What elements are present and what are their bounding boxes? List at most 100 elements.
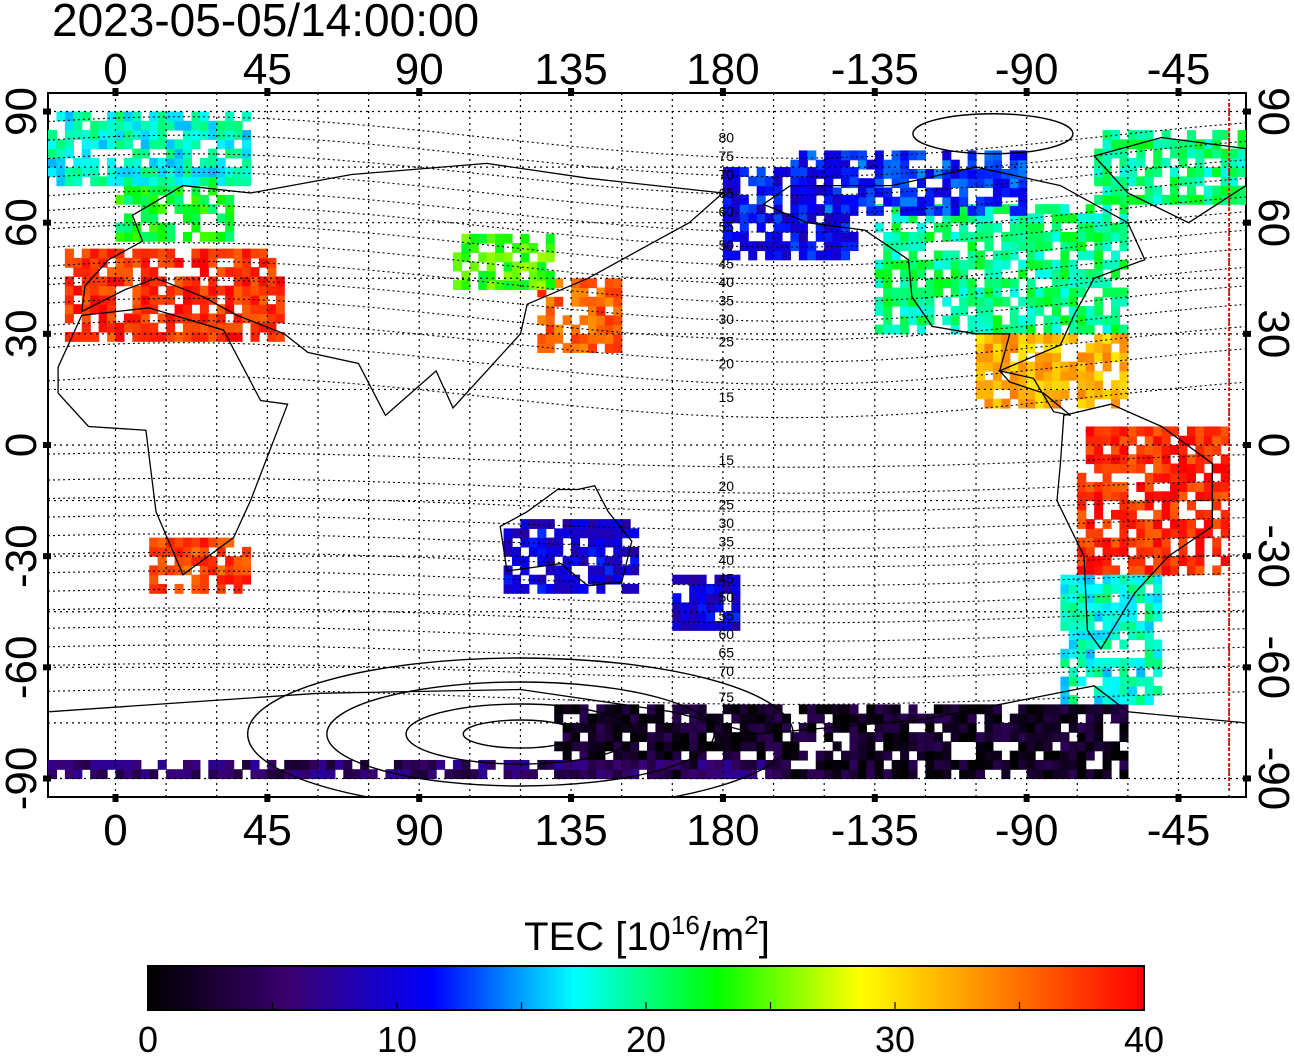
tec-cell [90, 130, 100, 140]
tec-cell [1220, 472, 1230, 483]
bottom-lon-label: -135 [831, 806, 919, 855]
tec-cell [1060, 287, 1070, 298]
tec-cell [967, 713, 977, 724]
tec-cell [950, 168, 960, 179]
colorbar-title: TEC [1016/m2] [524, 910, 770, 959]
tec-cell [208, 322, 218, 333]
tec-cell [1035, 361, 1045, 372]
tec-cell [925, 187, 935, 198]
tec-cell [1153, 667, 1163, 678]
coast-africa [57, 307, 289, 576]
tec-cell [1085, 306, 1095, 316]
tec-cell [469, 769, 479, 780]
tec-cell [157, 222, 167, 233]
tec-cell [1153, 491, 1163, 502]
tec-cell [1111, 565, 1121, 576]
tec-cell [604, 732, 614, 743]
tec-cell [123, 157, 133, 168]
tec-cell [967, 213, 977, 224]
tec-cell [1018, 159, 1028, 170]
tec-cell [1127, 583, 1137, 594]
tec-cell [90, 167, 100, 177]
tec-cell [98, 120, 108, 131]
tec-cell [781, 713, 792, 724]
tec-cell [908, 759, 918, 770]
tec-cell [959, 713, 969, 724]
tec-cell [841, 213, 851, 224]
tec-cell [900, 159, 910, 170]
tec-cell [1119, 287, 1129, 298]
tec-cell [672, 574, 682, 585]
tec-cell [663, 750, 673, 761]
contour-label: 40 [719, 552, 735, 568]
tec-cell [1035, 704, 1045, 715]
tec-cell [1111, 741, 1121, 752]
tec-cell [225, 322, 235, 333]
tec-cell [1018, 732, 1028, 743]
tec-cell [984, 213, 994, 224]
tec-cell [672, 621, 682, 631]
tec-cell [461, 759, 471, 770]
tec-cell [554, 528, 564, 539]
tec-cell [1026, 722, 1036, 733]
tec-cell [647, 769, 657, 780]
tec-cell [1153, 574, 1163, 585]
tec-cell [857, 196, 867, 207]
tec-cell [815, 750, 825, 761]
tec-cell [199, 565, 209, 576]
tec-cell [866, 159, 876, 170]
tec-cell [925, 231, 935, 242]
tec-cell [1026, 380, 1036, 391]
tec-cell [992, 204, 1002, 215]
tec-cell [64, 285, 74, 296]
tec-cell [528, 243, 538, 253]
tec-cell [689, 741, 699, 752]
tec-cell [1035, 213, 1045, 224]
contour-label: 15 [719, 452, 735, 468]
tec-cell [815, 159, 825, 170]
tec-cell [191, 313, 201, 324]
tec-cell [765, 713, 775, 724]
tec-cell [756, 185, 766, 196]
tec-cell [1186, 435, 1196, 446]
tec-cell [1153, 167, 1163, 177]
tec-cell [790, 750, 800, 761]
tec-cell [107, 304, 117, 315]
tec-cell [461, 769, 471, 780]
tec-cell [149, 322, 159, 333]
tec-cell [1144, 435, 1154, 446]
tec-cell [1068, 278, 1078, 289]
tec-cell [1195, 537, 1205, 548]
tec-cell [1111, 269, 1121, 279]
tec-cell [967, 278, 977, 289]
tec-cell [587, 333, 597, 344]
tec-cell [1051, 213, 1061, 224]
tec-cell [841, 167, 851, 177]
tec-cell [621, 519, 631, 529]
tec-cell [579, 278, 589, 289]
tec-cell [1051, 750, 1061, 761]
tec-cell [1144, 176, 1154, 187]
tec-cell [242, 248, 252, 259]
tec-cell [90, 304, 100, 315]
contour-line [48, 375, 1246, 419]
tec-cell [1051, 389, 1061, 400]
tec-cell [174, 556, 184, 567]
tec-cell [81, 276, 91, 287]
tec-cell [874, 306, 884, 316]
tec-cell [925, 213, 935, 224]
tec-cell [1077, 380, 1087, 391]
tec-cell [579, 519, 589, 529]
top-lon-label: 45 [243, 45, 292, 94]
tec-cell [1026, 741, 1036, 752]
tec-cell [545, 565, 555, 576]
contour-label: 55 [719, 218, 735, 234]
tec-cell [216, 285, 226, 296]
tec-cell [672, 741, 682, 752]
tec-cell [832, 722, 842, 733]
tec-cell [528, 270, 538, 281]
tec-cell [748, 722, 758, 733]
bottom-frame-tick [1023, 794, 1030, 802]
tec-cell [765, 732, 775, 743]
tec-cell [1127, 695, 1137, 705]
